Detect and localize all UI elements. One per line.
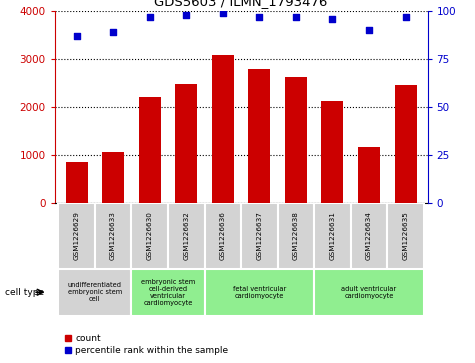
Bar [248, 69, 270, 203]
Bar [241, 203, 277, 269]
Point [365, 27, 373, 33]
Title: GDS5603 / ILMN_1793476: GDS5603 / ILMN_1793476 [154, 0, 328, 8]
Bar [277, 203, 314, 269]
Bar [314, 269, 424, 316]
Text: GSM1226634: GSM1226634 [366, 212, 372, 260]
Bar [212, 55, 234, 203]
Text: GSM1226629: GSM1226629 [74, 212, 79, 260]
Bar [351, 203, 387, 269]
Point [256, 14, 263, 20]
Bar [285, 77, 307, 203]
Text: GSM1226635: GSM1226635 [403, 212, 408, 260]
Text: adult ventricular
cardiomyocyte: adult ventricular cardiomyocyte [342, 286, 397, 299]
Bar [58, 203, 95, 269]
Text: GSM1226636: GSM1226636 [220, 212, 226, 260]
Text: GSM1226633: GSM1226633 [110, 212, 116, 260]
Bar [395, 85, 417, 203]
Point [402, 14, 409, 20]
Bar [132, 203, 168, 269]
Bar [66, 162, 87, 203]
Bar [132, 269, 205, 316]
Bar [205, 203, 241, 269]
Text: embryonic stem
cell-derived
ventricular
cardiomyocyte: embryonic stem cell-derived ventricular … [141, 279, 195, 306]
Text: GSM1226637: GSM1226637 [256, 212, 262, 260]
Point [146, 14, 153, 20]
Point [219, 10, 227, 16]
Bar [205, 269, 314, 316]
Bar [95, 203, 132, 269]
Text: GSM1226630: GSM1226630 [147, 212, 152, 260]
Bar [58, 269, 132, 316]
Bar [322, 101, 343, 203]
Text: cell type: cell type [5, 288, 44, 297]
Bar [102, 152, 124, 203]
Text: undifferentiated
embryonic stem
cell: undifferentiated embryonic stem cell [68, 282, 122, 302]
Point [182, 12, 190, 18]
Bar [314, 203, 351, 269]
Point [109, 29, 117, 35]
Point [329, 16, 336, 21]
Text: GSM1226638: GSM1226638 [293, 212, 299, 260]
Point [292, 14, 300, 20]
Bar [175, 84, 197, 203]
Text: GSM1226632: GSM1226632 [183, 212, 189, 260]
Point [73, 33, 80, 39]
Legend: count, percentile rank within the sample: count, percentile rank within the sample [62, 331, 232, 359]
Bar [139, 98, 161, 203]
Bar [387, 203, 424, 269]
Bar [168, 203, 205, 269]
Text: fetal ventricular
cardiomyocyte: fetal ventricular cardiomyocyte [233, 286, 286, 299]
Bar [358, 147, 380, 203]
Text: GSM1226631: GSM1226631 [330, 212, 335, 260]
